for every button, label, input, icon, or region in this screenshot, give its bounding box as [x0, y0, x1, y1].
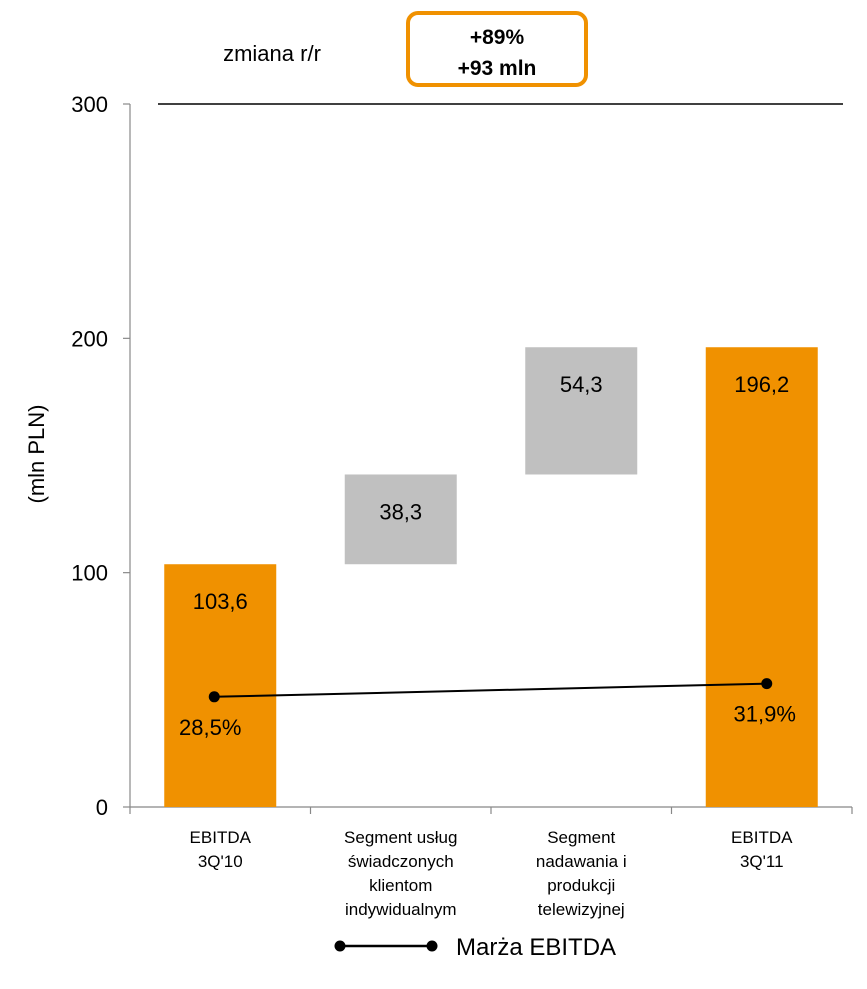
y-tick-label: 300 [71, 92, 108, 117]
category-label-line: 3Q'10 [198, 852, 243, 871]
margin-series: 28,5% 31,9% [179, 678, 796, 740]
margin-point [761, 678, 773, 690]
category-label-line: Segment [547, 828, 615, 847]
y-tick-label: 200 [71, 326, 108, 351]
bar-value-label: 196,2 [734, 372, 789, 397]
bar-delta [344, 474, 457, 565]
category-label: EBITDA 3Q'10 [190, 828, 252, 871]
bar-total [164, 564, 277, 807]
bar-value-label: 38,3 [379, 499, 422, 524]
bar-value-label: 54,3 [560, 372, 603, 397]
category-label: EBITDA 3Q'11 [731, 828, 793, 871]
margin-point-label: 28,5% [179, 715, 241, 740]
change-label: zmiana r/r [223, 41, 321, 66]
category-label-line: indywidualnym [345, 900, 457, 919]
bars: 103,6 38,3 54,3 196,2 [164, 347, 818, 807]
category-label-line: telewizyjnej [538, 900, 625, 919]
category-label-line: EBITDA [731, 828, 793, 847]
bar-value-label: 103,6 [193, 589, 248, 614]
change-abs: +93 mln [458, 57, 537, 80]
margin-line [214, 682, 767, 698]
margin-point-label: 31,9% [734, 702, 796, 727]
category-label: Segment nadawania i produkcji telewizyjnej [536, 828, 627, 919]
y-tick-label: 100 [71, 561, 108, 586]
category-label-line: nadawania i [536, 852, 627, 871]
legend-marker-left [334, 940, 346, 952]
category-label: Segment usług świadczonych klientom indywid… [344, 828, 457, 919]
category-label-line: produkcji [547, 876, 615, 895]
category-labels: EBITDA 3Q'10 Segment usług świadczonych klie… [190, 828, 794, 919]
legend: Marża EBITDA [334, 934, 616, 961]
y-tick-label: 0 [96, 795, 108, 820]
category-label-line: Segment usług [344, 828, 457, 847]
bar-total [705, 347, 818, 807]
legend-marker-right [426, 940, 438, 952]
legend-label: Marża EBITDA [456, 934, 616, 961]
category-label-line: świadczonych [348, 852, 454, 871]
change-pct: +89% [470, 26, 525, 49]
category-label-line: 3Q'11 [740, 852, 784, 871]
y-axis-label: (mln PLN) [24, 404, 49, 503]
change-box [406, 11, 588, 87]
bar-delta [525, 347, 638, 475]
margin-point [208, 691, 220, 703]
category-label-line: EBITDA [190, 828, 252, 847]
category-label-line: klientom [369, 876, 432, 895]
